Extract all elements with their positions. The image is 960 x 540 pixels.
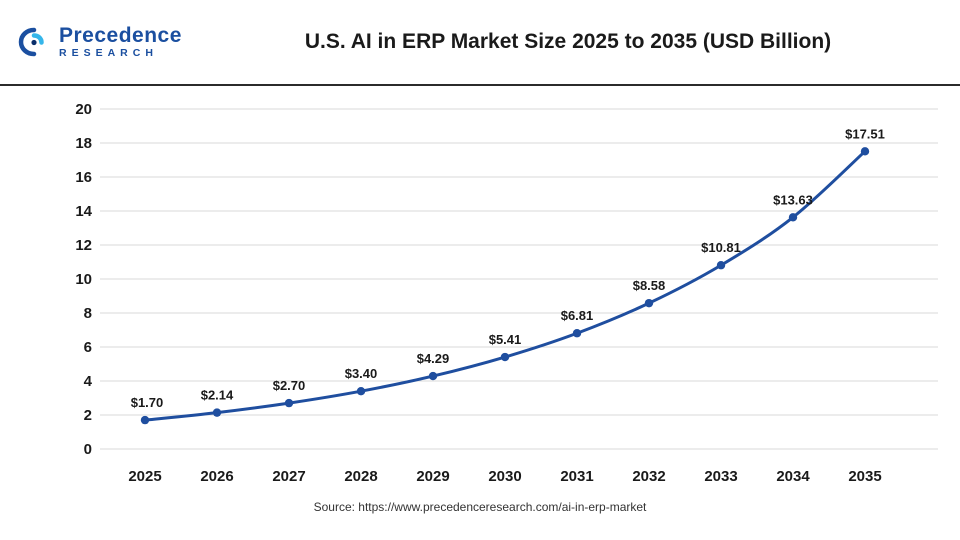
data-point-label: $13.63: [773, 192, 813, 207]
data-point-label: $6.81: [561, 308, 594, 323]
brand-logo-text: Precedence RESEARCH: [59, 23, 182, 60]
data-point: [788, 213, 798, 222]
brand-subname: RESEARCH: [59, 46, 158, 59]
x-tick-label: 2030: [488, 468, 521, 485]
chart-area: 0 2 4 6 8 10 12 14 16 18 20 2025 2026 2027 2028 2029 203…: [0, 86, 960, 498]
chart-title: U.S. AI in ERP Market Size 2025 to 2035 …: [304, 30, 832, 53]
x-tick-label: 2034: [776, 468, 810, 485]
data-point: [140, 415, 150, 425]
x-tick-label: 2028: [344, 468, 377, 485]
y-tick-label: 16: [75, 169, 92, 186]
data-point-label: $5.41: [489, 332, 522, 347]
x-tick-label: 2031: [560, 468, 593, 485]
y-tick-label: 0: [84, 441, 92, 458]
x-tick-label: 2026: [200, 468, 233, 485]
data-point-label: $8.58: [633, 278, 666, 293]
y-tick-label: 18: [75, 135, 92, 152]
data-point: [860, 147, 870, 156]
data-point-label: $3.40: [345, 366, 378, 381]
y-tick-label: 14: [75, 203, 92, 220]
data-point: [428, 371, 438, 381]
data-point: [212, 408, 222, 417]
data-point-label: $2.70: [273, 378, 306, 393]
x-tick-label: 2025: [128, 468, 161, 485]
data-point: [500, 352, 510, 362]
y-tick-label: 4: [84, 373, 93, 390]
x-tick-label: 2033: [704, 468, 737, 485]
x-tick-label: 2035: [848, 468, 881, 485]
data-point-label: $4.29: [417, 351, 450, 366]
x-tick-label: 2032: [632, 468, 665, 485]
series-line: [143, 149, 867, 422]
brand-name: Precedence: [59, 23, 182, 47]
data-point-label: $1.70: [131, 395, 164, 410]
y-tick-label: 20: [75, 101, 92, 118]
line-chart: 0 2 4 6 8 10 12 14 16 18 20 2025 2026 2027 2028 2029 203…: [75, 101, 938, 485]
x-tick-label: 2029: [416, 468, 449, 485]
data-point: [572, 329, 582, 338]
data-point: [644, 298, 654, 308]
header: Precedence RESEARCH U.S. AI in ERP Marke…: [0, 0, 960, 86]
source-text: Source: https://www.precedenceresearch.c…: [313, 500, 647, 514]
y-tick-label: 2: [84, 407, 92, 424]
y-tick-label: 6: [84, 339, 92, 356]
y-tick-label: 12: [75, 237, 92, 254]
y-tick-label: 8: [84, 305, 92, 322]
x-tick-label: 2027: [272, 468, 305, 485]
brand-logo: Precedence RESEARCH: [16, 23, 216, 60]
brand-logo-icon: [18, 27, 44, 57]
data-point-label: $10.81: [701, 240, 741, 255]
data-point-label: $2.14: [201, 388, 234, 403]
data-point: [284, 398, 294, 408]
data-point-label: $17.51: [845, 126, 885, 141]
y-tick-label: 10: [75, 271, 92, 288]
data-point: [356, 387, 366, 396]
data-point: [716, 261, 726, 270]
